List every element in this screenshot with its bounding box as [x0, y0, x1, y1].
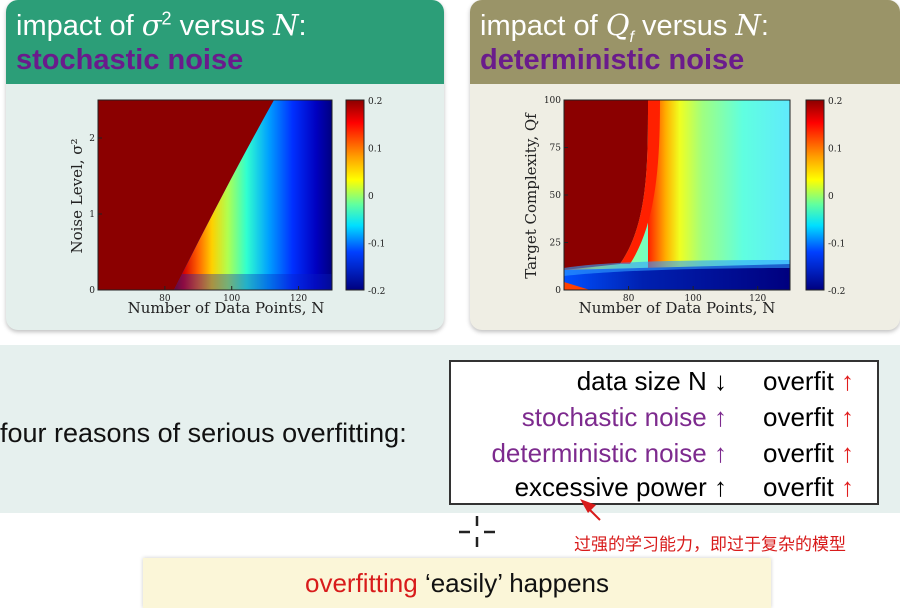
- colorbar-tick-label: 0.1: [828, 145, 842, 155]
- y-tick-label: 1: [89, 210, 95, 220]
- reason-effect: overfit ↑: [763, 472, 855, 502]
- x-tick-label: 100: [223, 294, 240, 304]
- reason-row: stochastic noise ↑ overfit ↑: [451, 400, 877, 436]
- reason-cause: excessive power ↑: [514, 472, 727, 502]
- colorbar-tick-label: -0.1: [828, 240, 845, 250]
- colorbar-tick-label: 0.2: [828, 97, 842, 107]
- x-axis-ticks: 80 100 120: [159, 286, 307, 304]
- up-arrow-icon: ↑: [841, 366, 855, 396]
- y-axis-label: Noise Level, σ²: [68, 138, 86, 253]
- y-axis-ticks: 0 25 50 75 100: [544, 96, 568, 296]
- colorbar: [805, 99, 825, 291]
- colorbar-tick-label: -0.1: [368, 240, 385, 250]
- stochastic-noise-heatmap: 80 100 120 0 1 2 Number of Data Points, N No…: [68, 97, 385, 317]
- panel-title: impact of σ2 versus N:: [16, 8, 307, 42]
- reason-cause: data size N ↓: [576, 366, 727, 396]
- y-tick-label: 50: [550, 191, 562, 201]
- x-axis-label: Number of Data Points, N: [579, 299, 776, 317]
- panel-header: impact of σ2 versus N: stochastic noise: [6, 0, 444, 84]
- y-tick-label: 100: [544, 96, 561, 106]
- panel-title: impact of Qf versus N:: [480, 8, 769, 46]
- conclusion-text: overfitting ‘easily’ happens: [143, 568, 771, 599]
- panel-subtitle: stochastic noise: [16, 44, 244, 76]
- red-region: [98, 100, 274, 290]
- up-arrow-icon: ↑: [841, 402, 855, 432]
- conclusion-highlight: overfitting: [304, 568, 418, 598]
- reason-cause: stochastic noise ↑: [521, 402, 727, 432]
- colorbar-tick-label: -0.2: [368, 287, 385, 297]
- reason-row: data size N ↓ overfit ↑: [451, 364, 877, 400]
- x-tick-label: 80: [623, 294, 635, 304]
- colorbar-tick-label: -0.2: [828, 287, 845, 297]
- deterministic-noise-panel: impact of Qf versus N: deterministic noi…: [470, 0, 900, 330]
- low-band-edge: [564, 260, 790, 276]
- deterministic-noise-heatmap: 80 100 120 0 25 50 75 100 Number of Data Point…: [522, 96, 845, 317]
- x-tick-label: 100: [685, 294, 702, 304]
- boundary-gradient-area: [174, 100, 332, 290]
- x-tick-label: 120: [749, 294, 766, 304]
- y-axis-ticks: 0 1 2: [89, 134, 102, 296]
- red-region: [564, 100, 648, 270]
- stochastic-noise-panel: impact of σ2 versus N: stochastic noise: [6, 0, 444, 330]
- crosshair-cursor-icon: [459, 516, 495, 547]
- x-tick-label: 120: [290, 294, 307, 304]
- y-tick-label: 75: [550, 144, 562, 154]
- conclusion-rest: ‘easily’ happens: [417, 568, 609, 598]
- reason-row: deterministic noise ↑ overfit ↑: [451, 436, 877, 472]
- reason-row: excessive power ↑ overfit ↑: [451, 470, 877, 506]
- reason-effect: overfit ↑: [763, 438, 855, 468]
- y-tick-label: 25: [550, 239, 562, 249]
- reasons-table: data size N ↓ overfit ↑ stochastic noise…: [449, 360, 879, 505]
- colorbar-ticks: 0.2 0.1 0 -0.1 -0.2: [368, 97, 385, 297]
- y-tick-label: 2: [89, 134, 95, 144]
- reasons-label: four reasons of serious overfitting:: [0, 418, 407, 448]
- colorbar-tick-label: 0.1: [368, 145, 382, 155]
- x-axis-ticks: 80 100 120: [623, 286, 767, 304]
- conclusion-box: overfitting ‘easily’ happens: [143, 558, 771, 608]
- x-axis-label: Number of Data Points, N: [128, 299, 325, 317]
- reason-effect: overfit ↑: [763, 366, 855, 396]
- colorbar-ticks: 0.2 0.1 0 -0.1 -0.2: [828, 97, 845, 297]
- colorbar: [345, 99, 365, 291]
- colorbar-tick-label: 0: [368, 192, 374, 202]
- up-arrow-icon: ↑: [841, 438, 855, 468]
- red-edge: [620, 100, 660, 264]
- y-tick-label: 0: [89, 286, 95, 296]
- colorbar-tick-label: 0: [828, 192, 834, 202]
- annotation-arrow-icon: [580, 499, 601, 521]
- x-tick-label: 80: [159, 294, 171, 304]
- up-arrow-icon: ↑: [841, 472, 855, 502]
- annotation-text: 过强的学习能力，即过于复杂的模型: [574, 535, 846, 554]
- panel-subtitle: deterministic noise: [480, 44, 745, 76]
- y-axis-label: Target Complexity, Qf: [522, 112, 540, 279]
- reason-effect: overfit ↑: [763, 402, 855, 432]
- y-tick-label: 0: [555, 286, 561, 296]
- reason-cause: deterministic noise ↑: [491, 438, 727, 468]
- colorbar-tick-label: 0.2: [368, 97, 382, 107]
- panel-header: impact of Qf versus N: deterministic noi…: [470, 0, 900, 84]
